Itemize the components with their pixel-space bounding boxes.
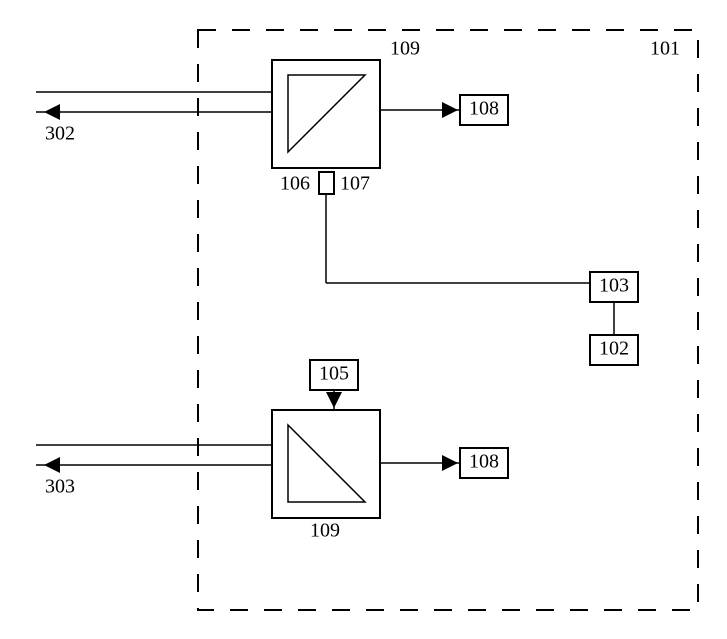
arrowhead-a_top_left: [44, 104, 60, 120]
label-l103: 103: [599, 275, 629, 297]
label-l101: 101: [650, 38, 680, 60]
arrowhead-a_105_down: [326, 392, 342, 408]
arrowhead-a_bot_left: [44, 457, 60, 473]
label-l109_top: 109: [390, 38, 420, 60]
label-l108_bot: 108: [469, 451, 499, 473]
label-l106: 106: [280, 173, 310, 195]
label-l105: 105: [319, 363, 349, 385]
label-l109_bot: 109: [310, 520, 340, 542]
label-l107: 107: [340, 173, 370, 195]
label-l303: 303: [45, 476, 75, 498]
label-l108_top: 108: [469, 98, 499, 120]
label-l102: 102: [599, 338, 629, 360]
label-l302: 302: [45, 123, 75, 145]
arrowhead-a_bot_right: [442, 455, 458, 471]
arrowhead-a_top_right: [442, 102, 458, 118]
box-b107: [319, 172, 334, 194]
